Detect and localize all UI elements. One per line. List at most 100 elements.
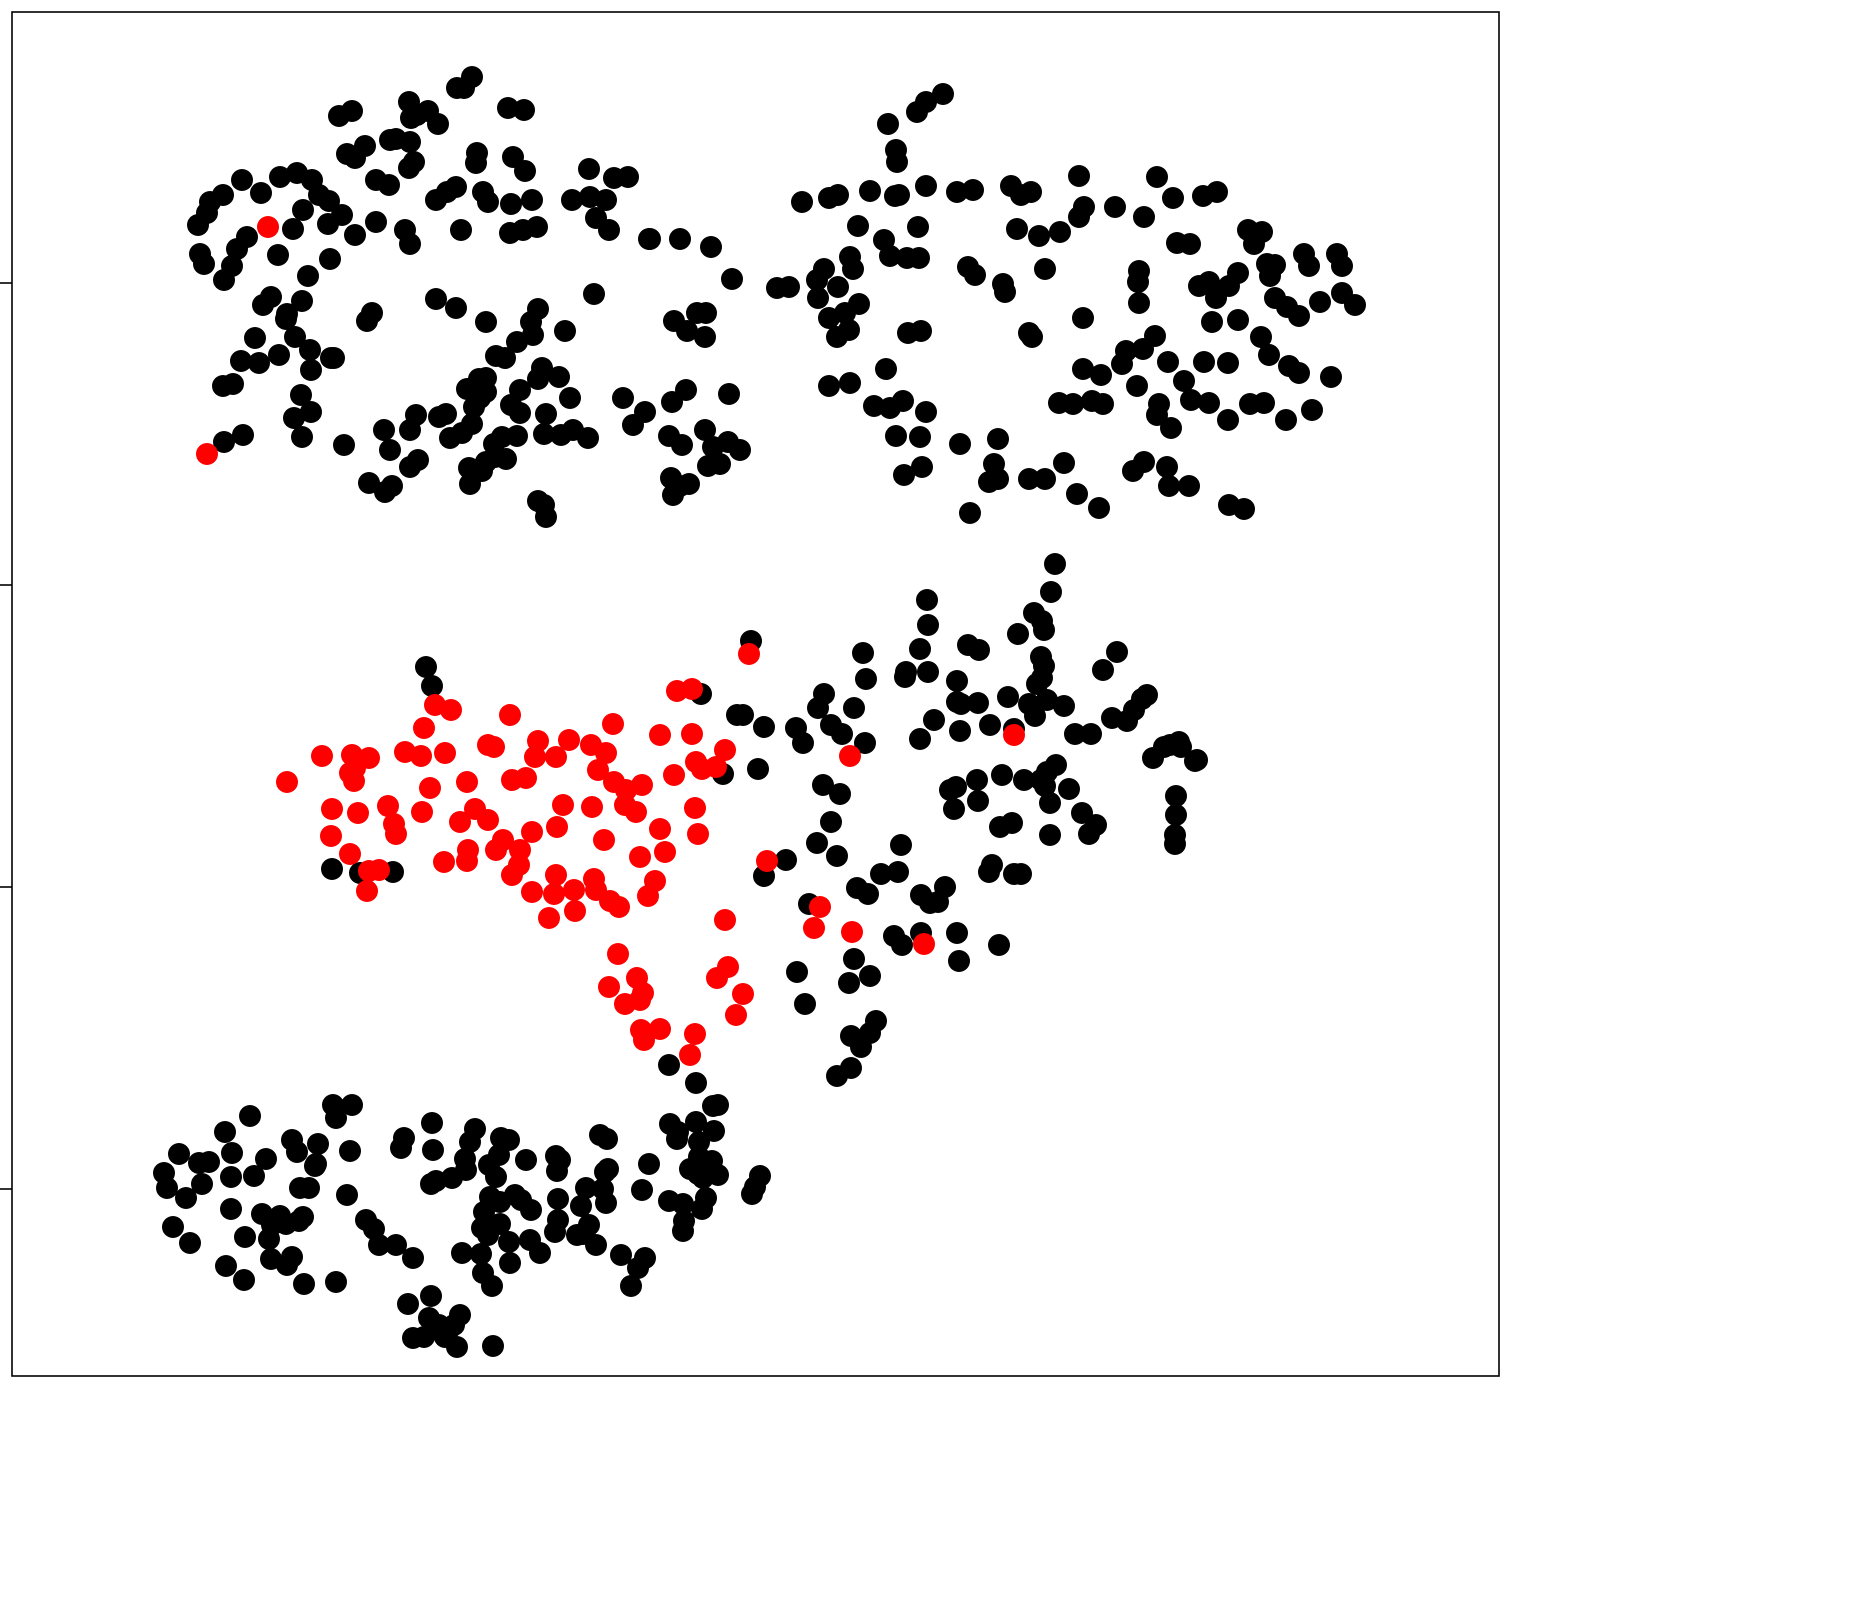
black-point-557 [1021,326,1043,348]
black-point-76 [498,1231,520,1253]
red-point-65 [564,900,586,922]
black-point-450 [721,268,743,290]
black-point-29 [214,1121,236,1143]
red-point-18 [411,801,433,823]
black-point-228 [967,790,989,812]
black-point-511 [1227,309,1249,331]
black-point-37 [341,1094,363,1116]
red-point-8 [321,798,343,820]
black-point-339 [445,176,467,198]
black-point-98 [570,1195,592,1217]
black-point-333 [427,113,449,135]
black-point-54 [422,1139,444,1161]
black-point-310 [232,424,254,446]
black-point-71 [471,1217,493,1239]
black-point-281 [199,191,221,213]
black-point-362 [461,66,483,88]
red-point-37 [515,767,537,789]
black-point-386 [548,366,570,388]
black-point-123 [741,1183,763,1205]
black-point-182 [934,876,956,898]
black-point-389 [533,423,555,445]
black-point-185 [946,922,968,944]
black-point-199 [1080,723,1102,745]
black-point-509 [1205,287,1227,309]
black-point-401 [463,396,485,418]
black-point-33 [307,1133,329,1155]
red-point-11 [377,795,399,817]
black-point-291 [344,224,366,246]
red-point-107 [913,933,935,955]
black-point-252 [1165,804,1187,826]
black-point-10 [234,1226,256,1248]
black-point-455 [695,302,717,324]
black-point-129 [489,1213,511,1235]
black-point-44 [288,1210,310,1232]
black-point-311 [213,431,235,453]
black-point-224 [991,764,1013,786]
black-point-468 [907,216,929,238]
black-point-25 [188,1152,210,1174]
black-point-475 [1006,218,1028,240]
red-point-16 [368,859,390,881]
black-point-342 [477,191,499,213]
black-point-188 [978,861,1000,883]
black-point-100 [595,1192,617,1214]
red-point-35 [483,736,505,758]
black-point-61 [464,1118,486,1140]
black-point-602 [932,83,954,105]
black-point-309 [300,401,322,423]
black-point-405 [439,427,461,449]
black-point-526 [1217,352,1239,374]
black-point-388 [535,403,557,425]
black-point-446 [662,484,684,506]
black-point-318 [226,238,248,260]
black-point-126 [520,1199,542,1221]
red-point-103 [756,850,778,872]
black-point-20 [243,1165,265,1187]
black-point-22 [255,1148,277,1170]
red-point-10 [347,802,369,824]
black-point-240 [1092,659,1114,681]
black-point-217 [917,614,939,636]
black-point-45 [281,1246,303,1268]
black-point-306 [290,384,312,406]
black-point-422 [491,426,513,448]
black-point-257 [1064,723,1086,745]
black-point-561 [839,372,861,394]
red-point-71 [644,870,666,892]
red-point-41 [558,729,580,751]
black-point-8 [293,1273,315,1295]
black-point-77 [499,1252,521,1274]
black-point-208 [979,714,1001,736]
black-point-162 [806,832,828,854]
black-point-367 [399,233,421,255]
black-point-81 [547,1188,569,1210]
black-point-191 [1039,824,1061,846]
black-point-435 [671,434,693,456]
red-point-72 [629,846,651,868]
black-point-461 [818,187,840,209]
black-point-409 [399,419,421,441]
black-point-283 [250,182,272,204]
black-point-344 [521,189,543,211]
black-point-481 [1104,196,1126,218]
black-point-562 [818,375,840,397]
black-point-139 [402,1327,424,1349]
black-point-569 [911,456,933,478]
black-point-522 [1198,392,1220,414]
black-point-13 [179,1232,201,1254]
black-point-527 [1157,351,1179,373]
black-point-198 [1085,814,1107,836]
black-point-551 [1034,258,1056,280]
black-point-237 [1044,553,1066,575]
black-point-428 [533,494,555,516]
black-point-173 [846,877,868,899]
black-point-47 [215,1255,237,1277]
black-point-128 [515,1149,537,1171]
red-point-78 [681,678,703,700]
black-point-379 [425,288,447,310]
black-point-476 [1028,225,1050,247]
black-point-46 [260,1248,282,1270]
black-point-206 [1024,705,1046,727]
